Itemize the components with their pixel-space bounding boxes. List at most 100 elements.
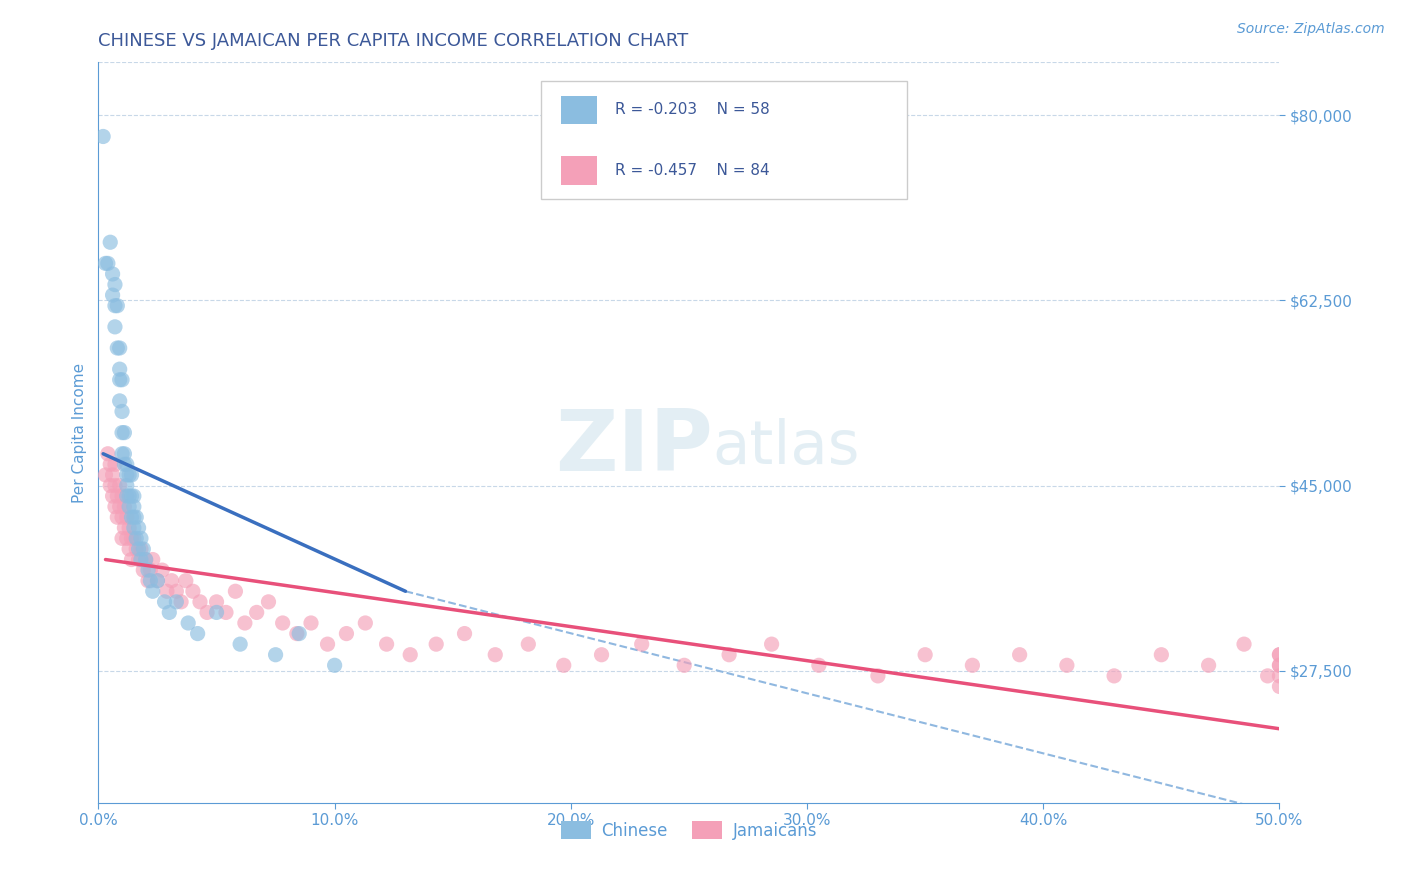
Point: [122, 532, 145, 546]
FancyBboxPatch shape: [561, 156, 596, 185]
Point: [132, 541, 155, 556]
Point: [316, 637, 339, 651]
Point: [1008, 648, 1031, 662]
Point: [205, 595, 228, 609]
Point: [121, 489, 143, 503]
Point: [1268, 648, 1291, 662]
Point: [115, 467, 138, 482]
Point: [553, 658, 575, 673]
Point: [153, 595, 176, 609]
Point: [111, 510, 134, 524]
Point: [142, 552, 165, 566]
Point: [139, 563, 162, 577]
Point: [132, 563, 155, 577]
Point: [288, 626, 311, 640]
Point: [111, 425, 134, 440]
Point: [94, 467, 117, 482]
Point: [98, 235, 121, 250]
Point: [105, 341, 128, 355]
Text: atlas: atlas: [713, 418, 860, 477]
Point: [354, 615, 377, 630]
Point: [104, 277, 127, 292]
Point: [914, 648, 936, 662]
Point: [115, 458, 138, 472]
Point: [257, 595, 280, 609]
Point: [128, 552, 150, 566]
Point: [591, 648, 613, 662]
Point: [188, 595, 211, 609]
Point: [108, 478, 131, 492]
Point: [101, 267, 124, 281]
Point: [122, 521, 145, 535]
Point: [425, 637, 447, 651]
FancyBboxPatch shape: [561, 95, 596, 124]
Point: [1268, 648, 1291, 662]
Point: [112, 521, 135, 535]
Point: [246, 606, 269, 620]
FancyBboxPatch shape: [541, 81, 907, 200]
Point: [299, 615, 322, 630]
Point: [105, 489, 128, 503]
Point: [1233, 637, 1256, 651]
Point: [453, 626, 475, 640]
Point: [136, 563, 159, 577]
Point: [121, 532, 143, 546]
Point: [1268, 680, 1291, 694]
Point: [129, 532, 152, 546]
Point: [136, 574, 159, 588]
Point: [104, 500, 127, 514]
Point: [165, 584, 187, 599]
Point: [1268, 669, 1291, 683]
Point: [112, 500, 135, 514]
Point: [121, 510, 143, 524]
Point: [1150, 648, 1173, 662]
Point: [157, 606, 180, 620]
Point: [118, 489, 141, 503]
Point: [97, 447, 120, 461]
Text: R = -0.457    N = 84: R = -0.457 N = 84: [614, 163, 769, 178]
Point: [335, 626, 357, 640]
Point: [866, 669, 889, 683]
Point: [1268, 658, 1291, 673]
Point: [108, 341, 131, 355]
Point: [104, 458, 127, 472]
Point: [104, 319, 127, 334]
Point: [375, 637, 398, 651]
Text: Source: ZipAtlas.com: Source: ZipAtlas.com: [1237, 22, 1385, 37]
Text: R = -0.203    N = 58: R = -0.203 N = 58: [614, 103, 769, 118]
Point: [111, 404, 134, 418]
Point: [807, 658, 830, 673]
Point: [484, 648, 506, 662]
Point: [98, 458, 121, 472]
Point: [224, 584, 246, 599]
Point: [97, 256, 120, 270]
Point: [112, 447, 135, 461]
Point: [150, 563, 173, 577]
Point: [108, 362, 131, 376]
Point: [104, 478, 127, 492]
Point: [118, 500, 141, 514]
Point: [118, 521, 141, 535]
Point: [156, 584, 179, 599]
Point: [112, 458, 135, 472]
Point: [1257, 669, 1279, 683]
Point: [146, 574, 169, 588]
Point: [146, 574, 169, 588]
Point: [122, 489, 145, 503]
Point: [115, 532, 138, 546]
Point: [399, 648, 422, 662]
Point: [101, 467, 124, 482]
Point: [630, 637, 652, 651]
Point: [165, 595, 187, 609]
Point: [125, 541, 148, 556]
Point: [111, 447, 134, 461]
Y-axis label: Per Capita Income: Per Capita Income: [72, 362, 87, 503]
Point: [264, 648, 287, 662]
Point: [111, 489, 134, 503]
Text: CHINESE VS JAMAICAN PER CAPITA INCOME CORRELATION CHART: CHINESE VS JAMAICAN PER CAPITA INCOME CO…: [98, 32, 689, 50]
Point: [139, 574, 162, 588]
Point: [285, 626, 308, 640]
Point: [1102, 669, 1125, 683]
Point: [128, 521, 150, 535]
Point: [111, 373, 134, 387]
